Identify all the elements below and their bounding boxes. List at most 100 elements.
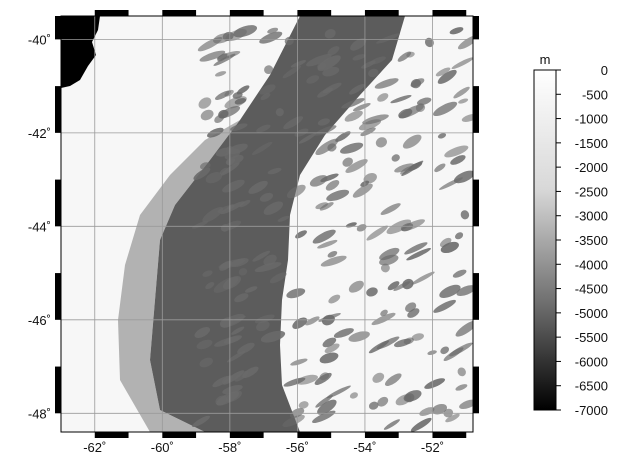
seafloor-streak xyxy=(226,154,244,166)
seafloor-streak xyxy=(391,154,400,162)
seafloor-streak xyxy=(298,133,317,144)
seafloor-streak xyxy=(376,33,400,44)
seafloor-streak xyxy=(290,60,306,68)
seafloor-streak xyxy=(193,167,211,180)
seafloor-streak xyxy=(229,123,248,132)
seafloor-streak xyxy=(439,237,452,248)
seafloor-streak xyxy=(256,320,270,332)
colorbar-tick-label: 0 xyxy=(601,63,608,78)
seafloor-streak xyxy=(231,326,245,335)
seafloor-streak xyxy=(437,133,447,139)
seafloor-streak xyxy=(366,287,378,297)
frame-segment xyxy=(432,10,467,16)
seafloor-streak xyxy=(455,320,473,337)
frame-segment xyxy=(473,366,479,414)
seafloor-streak xyxy=(256,124,271,133)
x-tick-label: -56˚ xyxy=(286,440,309,455)
frame-segment xyxy=(55,86,61,133)
seafloor-streak xyxy=(439,284,461,299)
seafloor-streak xyxy=(202,270,213,277)
seafloor-streak xyxy=(402,278,414,290)
seafloor-streak xyxy=(298,401,309,409)
seafloor-streak xyxy=(198,97,212,109)
seafloor-streak xyxy=(419,407,435,417)
seafloor-streak xyxy=(224,89,234,97)
seafloor-streak xyxy=(251,141,273,156)
seafloor-streak xyxy=(456,285,473,297)
seafloor-streak xyxy=(319,202,334,211)
seafloor-streak xyxy=(404,393,415,403)
seafloor-streak xyxy=(344,110,363,122)
seafloor-streak xyxy=(326,189,350,202)
seafloor-streak xyxy=(455,384,468,391)
seafloor-streak xyxy=(263,254,277,266)
seafloor-streak xyxy=(433,101,458,117)
seafloor-streak xyxy=(284,36,294,46)
frame-segment xyxy=(94,10,129,16)
seafloor-streak xyxy=(286,288,306,299)
frame-segment xyxy=(297,432,332,438)
frame-segment xyxy=(162,10,197,16)
colorbar-ramp xyxy=(533,69,557,411)
seafloor-streak xyxy=(350,38,367,51)
seafloor-streak xyxy=(267,27,279,34)
seafloor-streak xyxy=(315,138,339,156)
seafloor-streak xyxy=(380,203,401,216)
x-tick-label: -58˚ xyxy=(218,440,241,455)
colorbar: m 0 -500 -1000 -1500 -2000 -2500 -3000 -3500 -40… xyxy=(533,52,608,418)
seafloor-streak xyxy=(199,50,226,62)
seafloor-streak xyxy=(404,242,428,255)
seafloor-streak xyxy=(379,254,399,266)
seafloor-streak xyxy=(317,55,341,71)
seafloor-streak xyxy=(437,69,457,84)
seafloor-streak xyxy=(457,367,466,377)
seafloor-streak xyxy=(411,333,424,341)
colorbar-ticks: 0 -500 -1000 -1500 -2000 -2500 -3000 -3500 -4000… xyxy=(556,63,608,418)
seafloor-streak xyxy=(244,286,258,293)
seafloor-streak xyxy=(283,377,306,387)
seafloor-streak xyxy=(345,159,368,173)
frame-segment xyxy=(473,16,479,40)
seafloor-streak xyxy=(368,68,379,78)
seafloor-streak xyxy=(410,417,432,432)
seafloor-streak xyxy=(234,370,249,382)
land-mass xyxy=(61,16,100,88)
graticule xyxy=(61,16,473,432)
seafloor-streak xyxy=(325,180,340,191)
seafloor-streak xyxy=(320,255,347,267)
seafloor-streak xyxy=(199,162,211,170)
seafloor-streak xyxy=(398,104,424,119)
deep-basin-region xyxy=(150,16,405,432)
seafloor-streak xyxy=(306,75,320,84)
seafloor-streak xyxy=(237,342,255,355)
seafloor-streak xyxy=(368,401,379,410)
seafloor-streak xyxy=(260,330,286,343)
seafloor-streak xyxy=(458,98,469,104)
y-tick-label: -42˚ xyxy=(28,126,51,141)
seafloor-streak xyxy=(306,54,332,67)
seafloor-streak xyxy=(259,84,276,95)
seafloor-streak xyxy=(324,29,336,39)
seafloor-streak xyxy=(234,293,249,303)
seafloor-streak xyxy=(263,201,284,215)
seafloor-streak xyxy=(283,116,304,130)
seafloor-streak xyxy=(223,335,242,344)
map-panel: -62˚ -60˚ -58˚ -56˚ -54˚ -52˚ -40˚ -42˚ -44˚ -46… xyxy=(28,10,479,455)
seafloor-streak xyxy=(352,183,373,198)
seafloor-streak xyxy=(264,65,274,74)
frame-segment xyxy=(473,179,479,227)
seafloor-streak xyxy=(194,327,211,338)
y-tick-label: -40˚ xyxy=(28,32,51,47)
seafloor-streak xyxy=(348,280,364,293)
seafloor-streak xyxy=(403,337,414,345)
seafloor-streak xyxy=(315,202,329,210)
seafloor-streak xyxy=(214,71,227,77)
seafloor-streak xyxy=(282,65,301,79)
seafloor-streak xyxy=(341,98,365,109)
seafloor-streak xyxy=(305,316,320,326)
colorbar-tick-label: -500 xyxy=(582,87,608,102)
frame-segment xyxy=(229,432,264,438)
y-tick-label: -48˚ xyxy=(28,406,51,421)
frame-segment xyxy=(297,10,332,16)
